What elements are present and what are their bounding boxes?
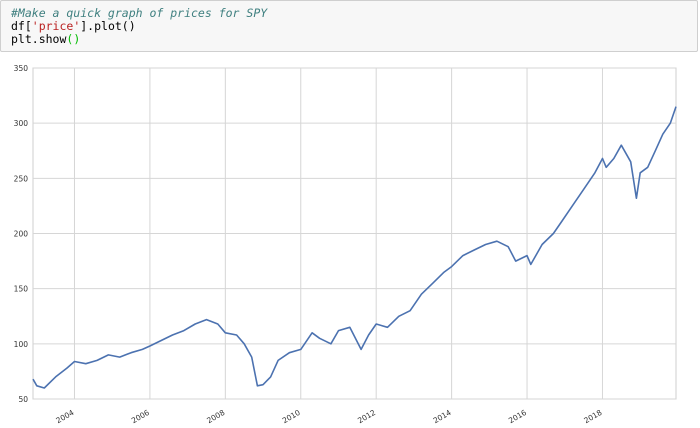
code-text: df[ bbox=[11, 19, 32, 33]
x-tick-label: 2014 bbox=[432, 408, 453, 424]
x-tick-label: 2004 bbox=[54, 408, 75, 424]
code-parens: () bbox=[66, 32, 81, 46]
code-comment: #Make a quick graph of prices for SPY bbox=[11, 6, 268, 20]
y-tick-label: 50 bbox=[18, 395, 28, 404]
code-cell[interactable]: #Make a quick graph of prices for SPY df… bbox=[0, 0, 698, 52]
code-line-3: plt.show() bbox=[11, 33, 687, 46]
x-tick-label: 2006 bbox=[130, 408, 151, 424]
y-tick-label: 350 bbox=[14, 64, 29, 73]
y-tick-label: 200 bbox=[14, 230, 29, 239]
code-text: ].plot() bbox=[80, 19, 136, 33]
chart-output: 50 100 150 200 250 300 350 2004 2006 2008 2010 2012… bbox=[0, 60, 700, 425]
y-tick-label: 250 bbox=[14, 174, 29, 183]
x-tick-label: 2008 bbox=[205, 408, 226, 424]
y-tick-label: 300 bbox=[14, 119, 29, 128]
x-tick-label: 2018 bbox=[582, 408, 603, 424]
code-line-2: df['price'].plot() bbox=[11, 20, 687, 33]
y-tick-label: 150 bbox=[14, 285, 29, 294]
price-series-line bbox=[32, 106, 677, 389]
code-line-1: #Make a quick graph of prices for SPY bbox=[11, 7, 687, 20]
x-tick-label: 2010 bbox=[281, 408, 302, 424]
y-tick-label: 100 bbox=[14, 340, 29, 349]
price-line-chart: 50 100 150 200 250 300 350 2004 2006 2008 2010 2012… bbox=[14, 64, 677, 425]
code-string: 'price' bbox=[31, 19, 81, 33]
code-text: plt.show bbox=[11, 32, 67, 46]
x-tick-label: 2012 bbox=[356, 408, 377, 424]
x-tick-label: 2016 bbox=[507, 408, 528, 424]
